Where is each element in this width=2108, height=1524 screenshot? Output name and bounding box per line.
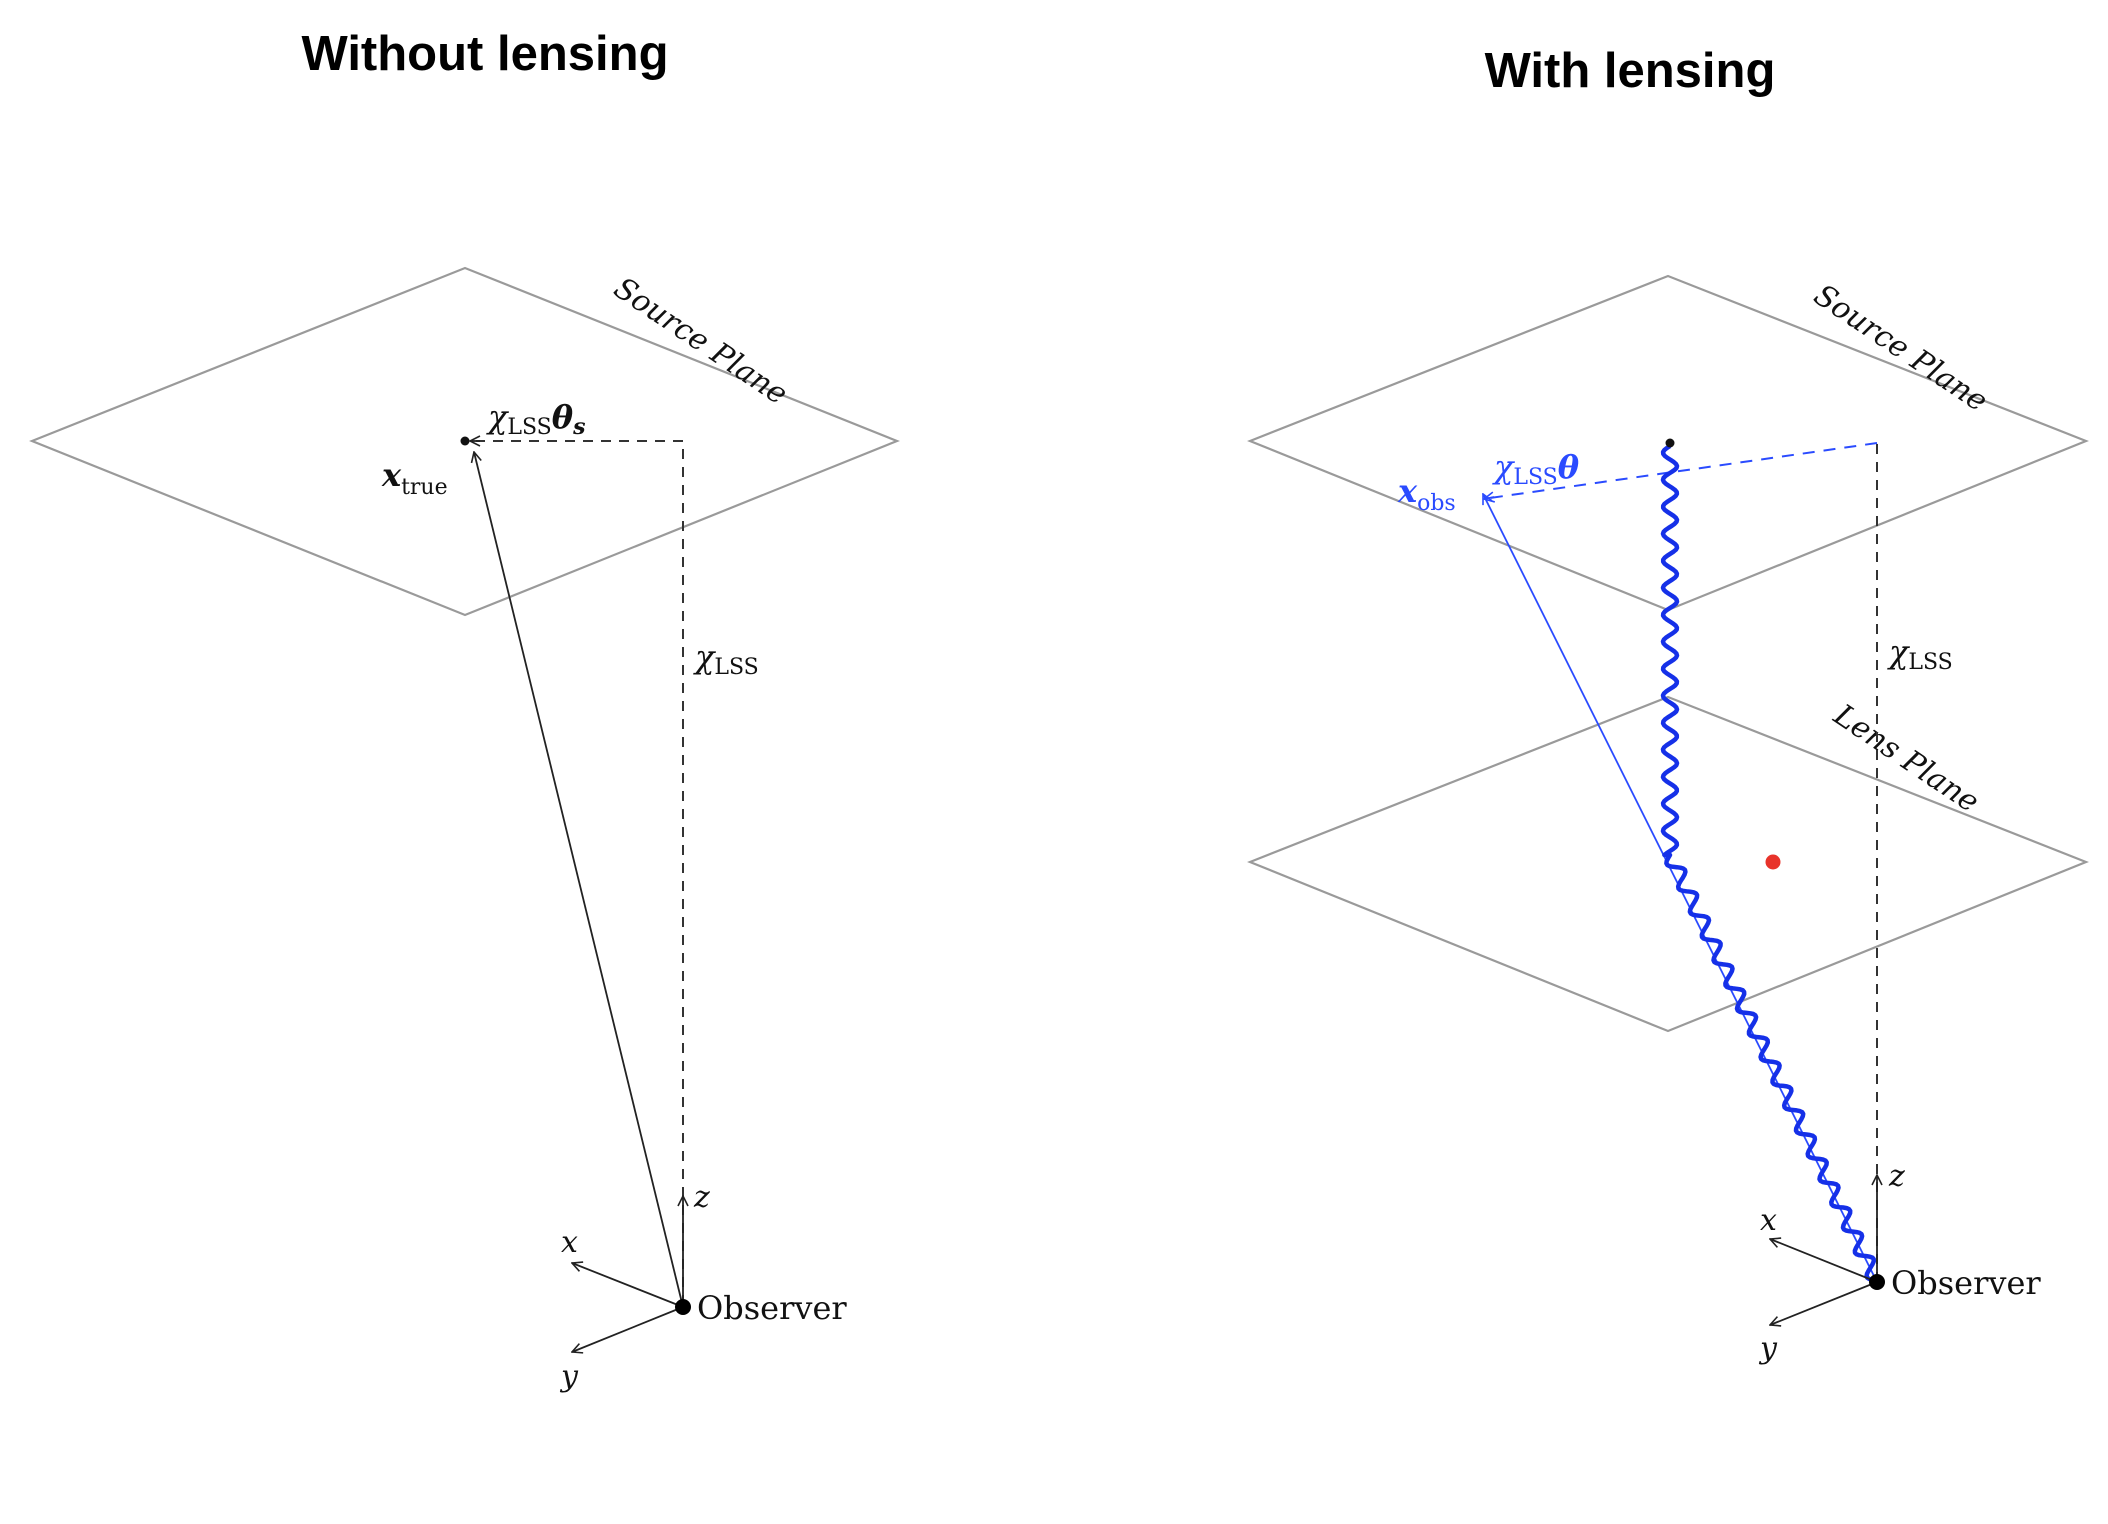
left-source-point xyxy=(460,436,470,446)
left-position-label: xtrue xyxy=(381,456,448,500)
left-observer-label: Observer xyxy=(697,1289,847,1327)
right-angle-line xyxy=(1489,442,1878,499)
right-y-axis xyxy=(1770,1281,1878,1325)
left-angle-label: χLSSθs xyxy=(486,398,586,440)
lens-plane-label: Lens Plane xyxy=(1827,697,1986,820)
lens-mass-dot xyxy=(1765,854,1781,870)
right-source-plane-label: Source Plane xyxy=(1808,278,1994,419)
right-position-label: xobs xyxy=(1397,472,1456,516)
lens-plane xyxy=(1247,695,2089,1033)
left-light-ray xyxy=(474,452,684,1308)
right-z-label: z xyxy=(1888,1159,1905,1194)
left-x-label: x xyxy=(561,1225,578,1260)
right-y-label: y xyxy=(1758,1331,1778,1366)
left-x-axis xyxy=(572,1263,684,1308)
left-source-plane xyxy=(29,266,900,617)
left-panel-title: Without lensing xyxy=(302,27,669,81)
left-y-axis xyxy=(572,1306,684,1352)
lensed-light-path xyxy=(1660,444,1881,1283)
left-observer-dot xyxy=(675,1299,691,1315)
right-source-point xyxy=(1665,438,1675,448)
right-distance-label: χLSS xyxy=(1887,633,1953,675)
right-source-plane xyxy=(1247,274,2089,612)
left-source-plane-label: Source Plane xyxy=(608,271,794,412)
right-panel: With lensing Lens Plane Source Plane χLS… xyxy=(1247,44,2089,1366)
left-panel: Without lensing Source Plane χLSSθs xtru… xyxy=(29,27,900,1394)
left-z-label: z xyxy=(693,1180,710,1215)
left-y-label: y xyxy=(559,1359,579,1394)
right-observer-dot xyxy=(1869,1274,1885,1290)
right-panel-title: With lensing xyxy=(1485,44,1776,98)
right-observer-label: Observer xyxy=(1891,1264,2041,1302)
right-x-axis xyxy=(1770,1239,1878,1283)
left-dashed-geometry xyxy=(476,440,684,1305)
left-distance-label: χLSS xyxy=(693,638,759,680)
right-angle-label: χLSSθ xyxy=(1492,448,1580,490)
right-x-label: x xyxy=(1760,1203,1777,1238)
